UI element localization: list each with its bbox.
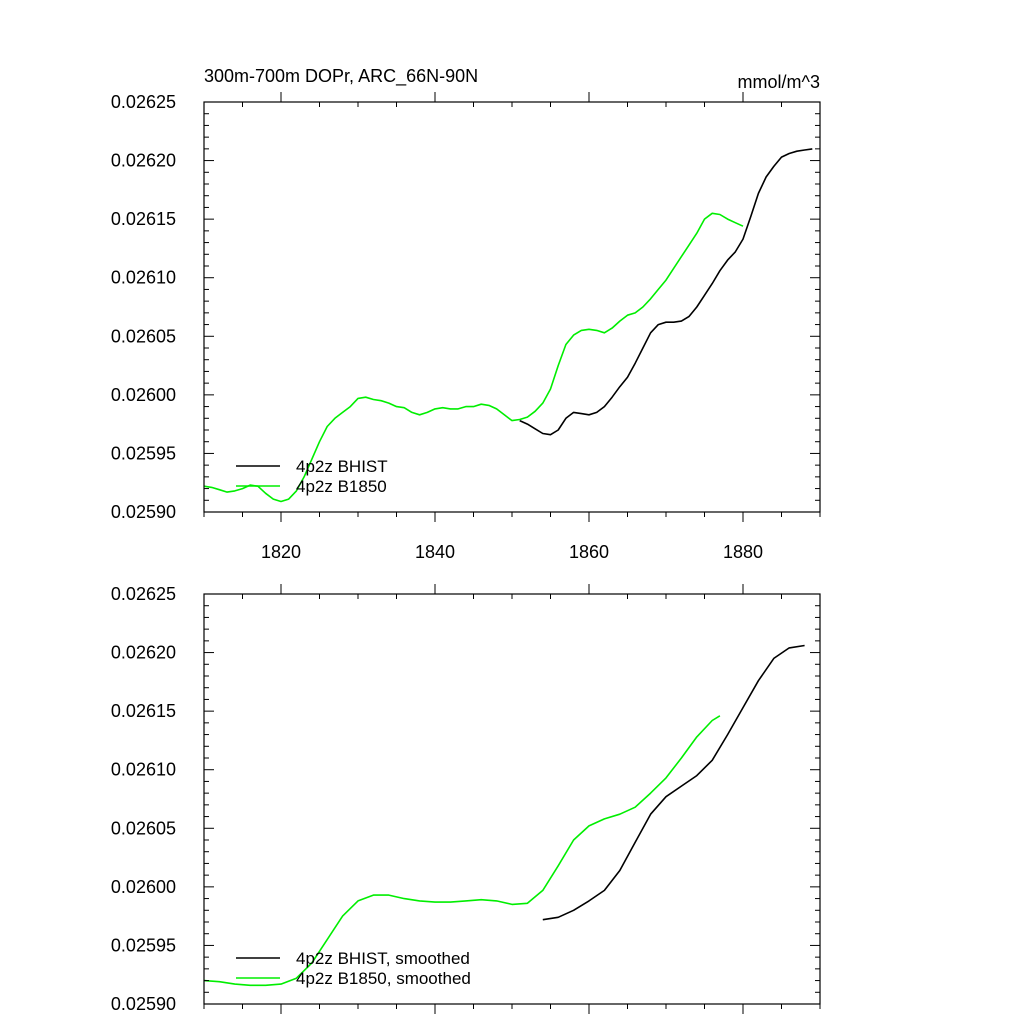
plot-frame bbox=[203, 593, 821, 1005]
y-tick-label: 0.02625 bbox=[111, 584, 176, 604]
y-tick-label: 0.02615 bbox=[111, 701, 176, 721]
x-tick-label: 1820 bbox=[261, 542, 301, 562]
x-tick-label: 1840 bbox=[415, 542, 455, 562]
y-tick-label: 0.02605 bbox=[111, 818, 176, 838]
y-tick-label: 0.02590 bbox=[111, 994, 176, 1014]
y-tick-label: 0.02595 bbox=[111, 443, 176, 463]
units-label: mmol/m^3 bbox=[738, 72, 820, 92]
legend-label: 4p2z BHIST, smoothed bbox=[296, 949, 470, 968]
x-tick-label: 1860 bbox=[569, 542, 609, 562]
y-tick-label: 0.02605 bbox=[111, 326, 176, 346]
series-line-b1850 bbox=[203, 212, 744, 503]
legend-label: 4p2z B1850 bbox=[296, 477, 387, 496]
y-tick-label: 0.02610 bbox=[111, 268, 176, 288]
y-tick-label: 0.02620 bbox=[111, 151, 176, 171]
y-tick-label: 0.02610 bbox=[111, 760, 176, 780]
y-tick-label: 0.02595 bbox=[111, 935, 176, 955]
x-tick-label: 1880 bbox=[723, 542, 763, 562]
y-tick-label: 0.02590 bbox=[111, 502, 176, 522]
bottom-chart-panel: 0.02590 0.02595 0.02600 0.02605 0.02610 0.026… bbox=[111, 584, 821, 1014]
y-tick-label: 0.02600 bbox=[111, 877, 176, 897]
y-tick-label: 0.02615 bbox=[111, 209, 176, 229]
y-tick-label: 0.02625 bbox=[111, 92, 176, 112]
plot-frame bbox=[203, 101, 821, 513]
top-chart-panel: 0.02590 0.02595 0.02600 0.02605 0.02610 0.026… bbox=[111, 66, 821, 562]
series-line-bhist bbox=[542, 644, 805, 921]
y-tick-label: 0.02620 bbox=[111, 643, 176, 663]
legend-label: 4p2z B1850, smoothed bbox=[296, 969, 471, 988]
chart-title: 300m-700m DOPr, ARC_66N-90N bbox=[204, 66, 478, 87]
y-tick-label: 0.02600 bbox=[111, 385, 176, 405]
series-line-b1850 bbox=[203, 715, 721, 987]
series-line-bhist bbox=[519, 148, 813, 436]
legend-label: 4p2z BHIST bbox=[296, 457, 388, 476]
